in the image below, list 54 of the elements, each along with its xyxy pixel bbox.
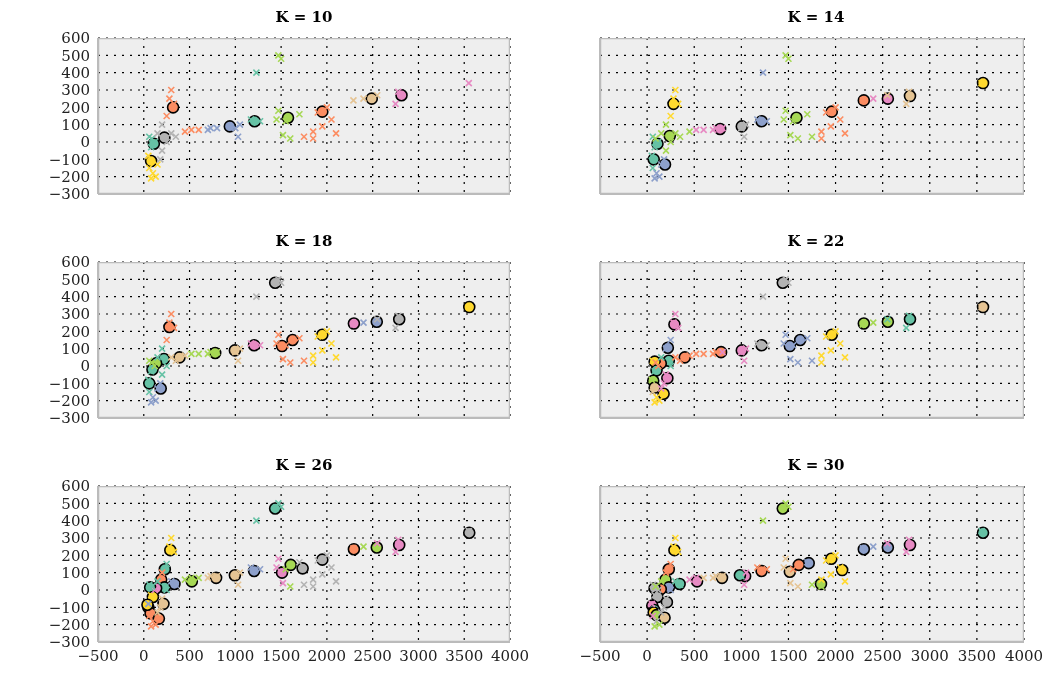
y-tick-label: 300 xyxy=(61,81,90,100)
x-tick-label: 3500 xyxy=(445,646,484,665)
y-tick-label: −100 xyxy=(48,150,90,169)
y-tick-label: 100 xyxy=(61,339,90,358)
x-tick-label: 1500 xyxy=(262,646,301,665)
y-tick-label: 600 xyxy=(61,477,90,496)
chart-title: K = 18 xyxy=(274,232,334,252)
y-tick-label: 200 xyxy=(61,546,90,565)
y-tick-label: 100 xyxy=(61,115,90,134)
y-tick-label: 100 xyxy=(61,563,90,582)
y-tick-label: 300 xyxy=(61,529,90,548)
chart-title: K = 14 xyxy=(786,8,846,28)
y-tick-label: 600 xyxy=(61,29,90,48)
y-tick-label: −200 xyxy=(48,391,90,410)
y-tick-label: 400 xyxy=(61,63,90,82)
y-tick-label: 500 xyxy=(61,494,90,513)
chart-title: K = 22 xyxy=(786,232,846,252)
y-tick-label: −300 xyxy=(48,185,90,204)
x-tick-label: −500 xyxy=(579,646,621,665)
x-tick-label: 4000 xyxy=(490,646,530,665)
y-tick-label: −300 xyxy=(48,409,90,428)
x-tick-label: 3500 xyxy=(957,646,996,665)
y-tick-label: 0 xyxy=(80,581,90,600)
x-tick-label: 2000 xyxy=(816,646,855,665)
y-tick-label: 200 xyxy=(61,98,90,117)
x-tick-label: 2000 xyxy=(307,646,346,665)
y-tick-label: 600 xyxy=(61,253,90,272)
x-tick-label: 1500 xyxy=(769,646,808,665)
x-tick-label: 2500 xyxy=(863,646,902,665)
x-tick-label: 3000 xyxy=(910,646,949,665)
chart-title: K = 26 xyxy=(274,456,334,476)
y-tick-label: 500 xyxy=(61,270,90,289)
x-tick-label: 1000 xyxy=(216,646,255,665)
x-tick-label: 1000 xyxy=(722,646,761,665)
y-tick-label: 200 xyxy=(61,322,90,341)
y-tick-label: 400 xyxy=(61,511,90,530)
x-tick-label: 3000 xyxy=(399,646,438,665)
y-tick-label: 300 xyxy=(61,305,90,324)
x-tick-label: 500 xyxy=(175,646,204,665)
y-tick-label: 0 xyxy=(80,133,90,152)
x-tick-label: 2500 xyxy=(353,646,392,665)
x-tick-label: 0 xyxy=(642,646,652,665)
y-tick-label: 0 xyxy=(80,357,90,376)
y-tick-label: 400 xyxy=(61,287,90,306)
x-tick-label: 4000 xyxy=(1004,646,1044,665)
y-tick-label: −200 xyxy=(48,167,90,186)
y-tick-label: −100 xyxy=(48,598,90,617)
x-tick-label: 0 xyxy=(139,646,149,665)
y-tick-label: −100 xyxy=(48,374,90,393)
chart-title: K = 30 xyxy=(786,456,846,476)
x-tick-label: 500 xyxy=(679,646,709,665)
chart-title: K = 10 xyxy=(274,8,334,28)
y-tick-label: −200 xyxy=(48,615,90,634)
y-tick-label: 500 xyxy=(61,46,90,65)
